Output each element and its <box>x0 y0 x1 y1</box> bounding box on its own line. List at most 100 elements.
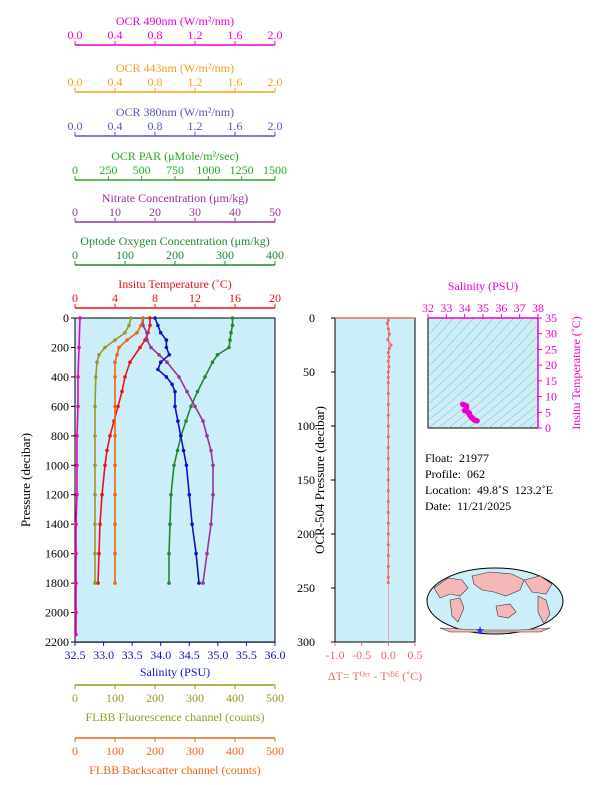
y-tick-label: 0 <box>309 311 315 325</box>
axis-tick-label: 500 <box>133 163 151 177</box>
y-tick-label: 1800 <box>45 576 69 590</box>
data-point <box>156 323 160 328</box>
data-point <box>74 581 78 585</box>
data-point <box>386 446 390 450</box>
axis-tick-label: 0 <box>72 691 78 705</box>
data-point <box>386 375 390 379</box>
data-point <box>197 581 201 585</box>
data-point <box>194 551 198 556</box>
data-point <box>173 389 177 394</box>
data-point <box>93 492 97 497</box>
axis-tick-label: 34.0 <box>150 648 171 662</box>
density-contour <box>507 403 538 428</box>
float-info: Float: 21977 Profile: 062 Location: 49.8… <box>425 450 553 514</box>
data-point <box>386 521 390 525</box>
data-point <box>158 360 163 365</box>
y-axis-label: Pressure (decibar) <box>18 433 33 527</box>
float-position-marker: ★ <box>475 624 485 636</box>
density-contour <box>487 385 538 428</box>
x-tick-label: 37 <box>514 301 526 315</box>
density-contour <box>497 395 538 428</box>
y-tick-label: 100 <box>297 419 315 433</box>
axis-tick-label: 0.8 <box>148 119 163 133</box>
axis-tick-label: 0.4 <box>108 75 123 89</box>
data-point <box>169 492 173 497</box>
axis-tick-label: 0.8 <box>148 28 163 42</box>
axis-tick-label: 0.4 <box>108 28 123 42</box>
y-tick-label: 1600 <box>45 547 69 561</box>
axis-tick-label: 250 <box>99 163 117 177</box>
y-tick-label: 10 <box>545 390 557 404</box>
axis-tick-label: 200 <box>146 744 164 758</box>
data-point <box>181 448 186 453</box>
data-point <box>141 316 145 320</box>
data-point <box>387 332 391 336</box>
data-point <box>120 389 124 394</box>
axis-tick-label: 0.0 <box>68 119 83 133</box>
density-contour <box>428 318 474 368</box>
axis-tick-label: 0 <box>72 205 78 219</box>
data-point <box>386 424 390 428</box>
axis-tick-label: 500 <box>266 691 284 705</box>
axis-title: Insitu Temperature (˚C) <box>118 277 232 291</box>
data-point <box>386 500 390 504</box>
density-contour <box>447 345 538 428</box>
density-contour <box>428 318 504 396</box>
y-axis-label: Insitu Temperature (˚C) <box>569 316 583 430</box>
data-point <box>113 338 117 342</box>
data-point <box>193 404 197 409</box>
series-bbp <box>113 316 145 585</box>
data-point <box>94 375 98 379</box>
density-contour <box>467 366 538 428</box>
data-point <box>168 522 172 526</box>
data-point <box>93 463 97 468</box>
axis-tick-label: 400 <box>266 248 284 262</box>
data-point <box>157 353 161 357</box>
data-point <box>103 345 107 350</box>
y-tick-label: 1400 <box>45 517 69 531</box>
top-axis-nitrate: 0 10 20 30 40 50 Nitrate Concentration (μm/kg) <box>72 191 281 223</box>
data-point <box>167 581 171 585</box>
axis-tick-label: 400 <box>226 691 244 705</box>
series-fluor <box>93 316 133 585</box>
y-tick-label: 0 <box>63 311 69 325</box>
axis-title: FLBB Fluorescence channel (counts) <box>86 710 265 724</box>
axis-tick-label: 500 <box>266 744 284 758</box>
data-point <box>158 330 163 335</box>
data-point <box>127 323 131 328</box>
data-point <box>164 345 169 350</box>
bottom-axes: 32.5 33.0 33.5 34.0 34.5 35.0 35.5 36.0 Salinity… <box>65 641 286 777</box>
axis-tick-label: 30 <box>189 205 201 219</box>
data-point <box>215 353 220 357</box>
density-contour <box>428 318 454 347</box>
data-point <box>228 338 232 342</box>
data-point <box>93 434 97 438</box>
data-point <box>386 435 390 439</box>
series-sal <box>153 316 201 585</box>
y-tick-label: 25 <box>545 342 557 356</box>
data-point <box>176 419 180 423</box>
data-point <box>129 316 133 320</box>
axis-title: OCR PAR (μMole/m²/sec) <box>111 149 239 163</box>
axis-tick-label: 1500 <box>263 163 287 177</box>
data-point <box>195 389 200 394</box>
data-point <box>211 492 215 497</box>
data-point <box>113 463 117 468</box>
axis-tick-label: 10 <box>109 205 121 219</box>
delta-t-plot-area <box>334 317 416 643</box>
data-point <box>75 463 79 468</box>
top-axis-ocr380: 0.0 0.4 0.8 1.2 1.6 2.0 OCR 380nm (W/m²/nm) <box>68 105 283 137</box>
data-point <box>210 360 215 365</box>
data-point <box>165 360 169 365</box>
data-point <box>386 575 390 579</box>
data-point <box>135 330 139 335</box>
bottom-axis-bbp: 0 100 200 300 400 500 FLBB Backscatter channel… <box>72 737 284 777</box>
axis-tick-label: 2.0 <box>268 119 283 133</box>
data-point <box>184 419 188 423</box>
y-tick-label: 1000 <box>45 458 69 472</box>
data-point <box>205 551 209 556</box>
data-point <box>386 351 390 355</box>
delta-t-panel: 0 50 100 150 200 250 300 -1.0 -0.5 0.0 0.5 ΔT= Tᴼᶜʳ… <box>297 311 423 683</box>
